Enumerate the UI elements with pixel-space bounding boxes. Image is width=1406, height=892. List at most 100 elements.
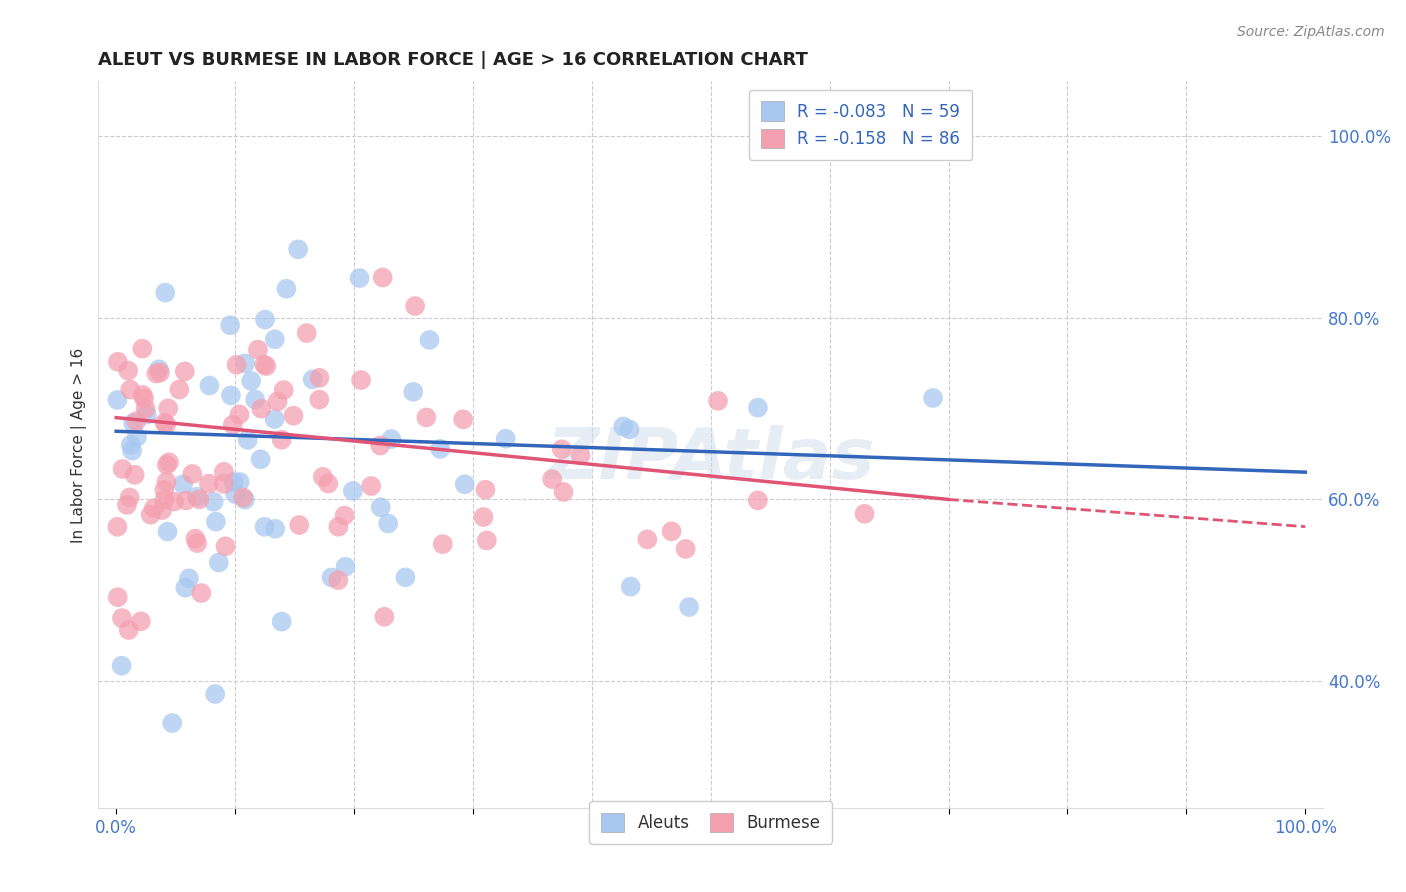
Point: [370, 500, 392, 515]
Point: [678, 600, 700, 615]
Point: [153, 492, 176, 507]
Point: [380, 432, 402, 446]
Point: [135, 408, 157, 422]
Point: [132, 392, 155, 406]
Point: [675, 541, 697, 556]
Point: [432, 537, 454, 551]
Point: [186, 536, 208, 550]
Point: [246, 343, 269, 357]
Point: [177, 571, 200, 585]
Point: [157, 401, 180, 416]
Point: [541, 472, 564, 486]
Point: [155, 285, 177, 300]
Point: [451, 412, 474, 426]
Point: [174, 493, 197, 508]
Point: [233, 356, 256, 370]
Point: [377, 516, 399, 531]
Text: Source: ZipAtlas.com: Source: ZipAtlas.com: [1237, 25, 1385, 39]
Point: [263, 412, 285, 426]
Point: [253, 520, 276, 534]
Point: [569, 448, 592, 462]
Point: [349, 271, 371, 285]
Text: ZIPAtlas: ZIPAtlas: [547, 425, 875, 494]
Point: [264, 522, 287, 536]
Point: [474, 483, 496, 497]
Point: [415, 410, 437, 425]
Point: [308, 392, 330, 407]
Point: [249, 452, 271, 467]
Point: [225, 358, 247, 372]
Point: [157, 455, 180, 469]
Point: [173, 364, 195, 378]
Point: [250, 401, 273, 416]
Point: [342, 483, 364, 498]
Point: [350, 373, 373, 387]
Point: [236, 433, 259, 447]
Point: [120, 383, 142, 397]
Point: [125, 414, 148, 428]
Point: [131, 388, 153, 402]
Point: [150, 503, 173, 517]
Point: [149, 366, 172, 380]
Point: [160, 716, 183, 731]
Point: [328, 573, 350, 587]
Point: [475, 533, 498, 548]
Point: [612, 419, 634, 434]
Point: [117, 363, 139, 377]
Point: [111, 611, 134, 625]
Point: [198, 378, 221, 392]
Point: [222, 475, 245, 489]
Point: [169, 383, 191, 397]
Point: [184, 532, 207, 546]
Point: [222, 417, 245, 432]
Point: [266, 394, 288, 409]
Point: [308, 371, 330, 385]
Point: [620, 580, 643, 594]
Point: [429, 442, 451, 456]
Point: [219, 318, 242, 333]
Point: [118, 491, 141, 505]
Point: [145, 367, 167, 381]
Point: [636, 533, 658, 547]
Point: [495, 432, 517, 446]
Point: [120, 438, 142, 452]
Point: [402, 384, 425, 399]
Point: [115, 498, 138, 512]
Point: [174, 581, 197, 595]
Point: [301, 372, 323, 386]
Point: [105, 392, 128, 407]
Point: [368, 438, 391, 452]
Point: [240, 374, 263, 388]
Point: [121, 443, 143, 458]
Point: [107, 590, 129, 604]
Point: [254, 359, 277, 373]
Point: [253, 358, 276, 372]
Point: [124, 467, 146, 482]
Point: [205, 515, 228, 529]
Point: [551, 442, 574, 457]
Point: [321, 570, 343, 584]
Point: [922, 391, 945, 405]
Point: [153, 483, 176, 497]
Point: [288, 518, 311, 533]
Point: [135, 401, 157, 416]
Point: [243, 392, 266, 407]
Point: [232, 491, 254, 505]
Point: [155, 475, 177, 489]
Point: [394, 570, 416, 584]
Point: [156, 458, 179, 472]
Point: [371, 270, 394, 285]
Point: [156, 524, 179, 539]
Point: [190, 586, 212, 600]
Point: [143, 501, 166, 516]
Point: [188, 492, 211, 507]
Point: [219, 388, 242, 402]
Text: ALEUT VS BURMESE IN LABOR FORCE | AGE > 16 CORRELATION CHART: ALEUT VS BURMESE IN LABOR FORCE | AGE > …: [98, 51, 808, 69]
Point: [270, 433, 292, 447]
Point: [328, 520, 350, 534]
Legend: Aleuts, Burmese: Aleuts, Burmese: [589, 801, 832, 844]
Point: [747, 493, 769, 508]
Point: [335, 559, 357, 574]
Point: [228, 408, 250, 422]
Point: [214, 539, 236, 553]
